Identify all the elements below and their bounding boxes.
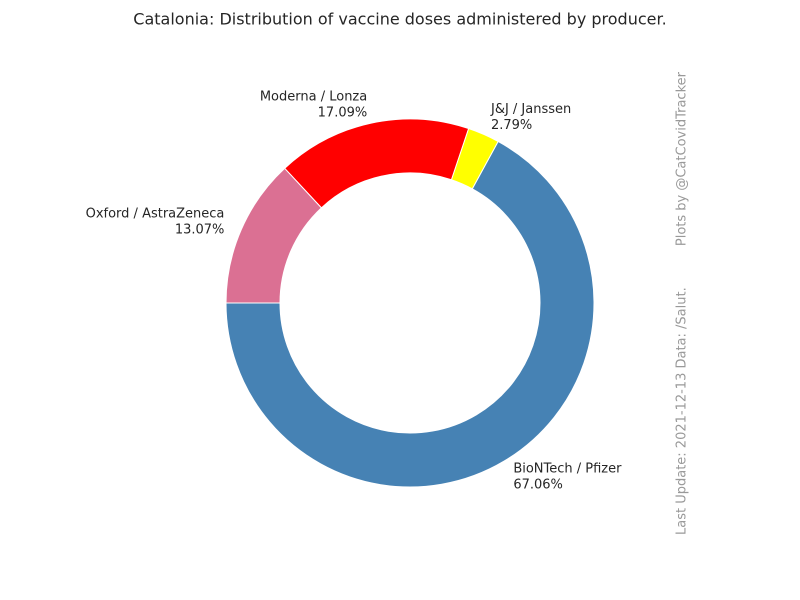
segment-label: BioNTech / Pfizer <box>513 462 622 477</box>
donut-segment <box>283 118 470 209</box>
update-note: Last Update: 2021-12-13 Data: /Salut. <box>675 287 690 535</box>
chart-title: Catalonia: Distribution of vaccine doses… <box>133 10 666 29</box>
segment-value-label: 67.06% <box>513 478 563 493</box>
credit-note: Plots by @CatCovidTracker <box>675 71 690 246</box>
donut-segment <box>225 167 323 304</box>
segment-label: J&J / Janssen <box>490 102 571 117</box>
segment-label: Oxford / AstraZeneca <box>86 207 225 222</box>
segment-value-label: 13.07% <box>175 223 225 238</box>
segment-value-label: 2.79% <box>491 118 532 133</box>
donut-segment <box>225 140 595 488</box>
segment-value-label: 17.09% <box>318 106 368 121</box>
segment-label: Moderna / Lonza <box>260 90 367 105</box>
